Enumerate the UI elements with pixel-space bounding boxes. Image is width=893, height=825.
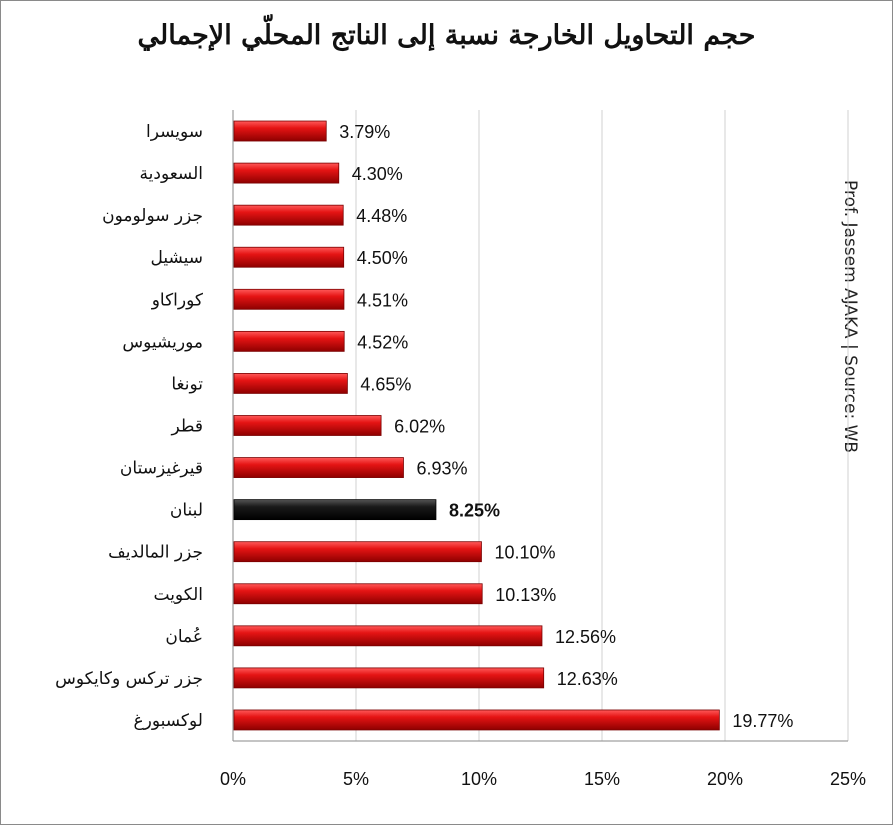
bar <box>233 373 348 394</box>
value-label: 10.13% <box>495 585 556 605</box>
category-label: جزر سولومون <box>102 206 203 226</box>
category-label: الكويت <box>154 585 204 605</box>
bar <box>233 415 382 436</box>
bar <box>233 330 345 352</box>
bar <box>233 204 344 226</box>
category-label: قطر <box>171 417 203 437</box>
x-tick-label: 15% <box>584 769 620 789</box>
category-label: تونغا <box>171 374 203 394</box>
category-label: جزر المالديف <box>108 543 203 563</box>
bar <box>233 709 720 731</box>
value-label: 3.79% <box>339 122 390 142</box>
category-label: لوكسبورغ <box>134 711 204 731</box>
bar <box>233 625 543 647</box>
value-label: 4.52% <box>357 332 408 352</box>
category-label: سويسرا <box>146 122 203 142</box>
x-tick-label: 25% <box>830 769 866 789</box>
value-label: 4.30% <box>352 164 403 184</box>
category-label: عُمان <box>165 627 203 647</box>
value-label: 8.25% <box>449 501 500 521</box>
value-label: 12.56% <box>555 627 616 647</box>
value-label: 4.65% <box>360 374 411 394</box>
bar <box>233 541 482 563</box>
bar-highlight <box>233 499 437 521</box>
x-tick-label: 0% <box>220 769 246 789</box>
bar <box>233 120 327 142</box>
x-tick-label: 10% <box>461 769 497 789</box>
x-tick-label: 20% <box>707 769 743 789</box>
x-tick-label: 5% <box>343 769 369 789</box>
value-label: 4.51% <box>357 290 408 310</box>
bar <box>233 288 345 310</box>
value-label: 6.02% <box>394 417 445 437</box>
category-label: جزر تركس وكايكوس <box>55 669 203 689</box>
category-label: قيرغيزستان <box>120 459 203 479</box>
category-label: كوراكاو <box>151 290 204 310</box>
value-label: 6.93% <box>416 459 467 479</box>
bar <box>233 583 483 605</box>
bar <box>233 162 340 184</box>
category-label: السعودية <box>140 164 203 184</box>
value-label: 4.50% <box>357 248 408 268</box>
value-label: 19.77% <box>732 711 793 731</box>
bar <box>233 667 545 689</box>
category-label: لبنان <box>170 501 203 521</box>
bar <box>233 457 404 478</box>
category-label: سيشيل <box>150 248 203 268</box>
bar <box>233 246 345 268</box>
value-label: 12.63% <box>557 669 618 689</box>
value-label: 10.10% <box>494 543 555 563</box>
chart-title: حجم التحاويل الخارجة نسبة إلى الناتج الم… <box>137 20 756 51</box>
category-label: موريشيوس <box>122 332 203 352</box>
value-label: 4.48% <box>356 206 407 226</box>
